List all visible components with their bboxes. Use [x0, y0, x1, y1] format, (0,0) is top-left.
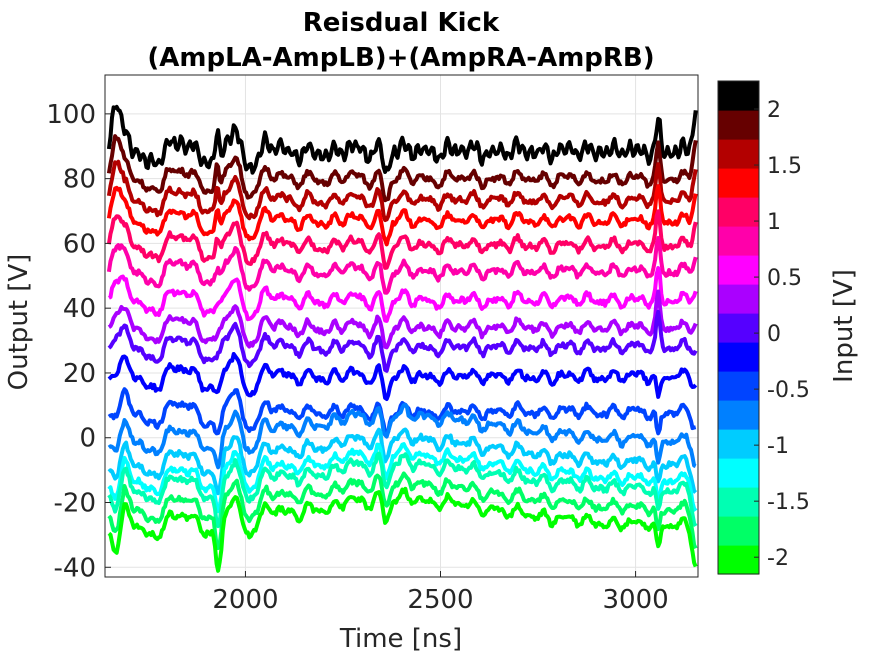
colorbar-segment: [718, 400, 759, 430]
colorbar-segment: [718, 255, 759, 285]
series-line-input-0: [107, 309, 698, 373]
colorbar-segment: [718, 226, 759, 256]
series-line-input--1.75: [107, 471, 698, 550]
colorbar-tick-label: 1.5: [767, 154, 802, 179]
colorbar-label: Input [V]: [829, 269, 859, 383]
x-tick-label: 2500: [407, 585, 473, 615]
series-line-input-1.25: [106, 184, 698, 247]
colorbar-tick-label: -1.5: [767, 490, 810, 515]
series-line-input-1: [106, 209, 698, 270]
colorbar-segment: [718, 458, 759, 488]
series-line-input--0.25: [107, 352, 698, 401]
series-line-input-1.75: [106, 134, 698, 203]
colorbar-tick-label: 0: [767, 322, 781, 347]
colorbar-segment: [718, 313, 759, 343]
colorbar-tick-label: 0.5: [767, 266, 802, 291]
x-tick-layer: 2000 2500 3000: [212, 571, 669, 615]
series-line-input-2: [106, 104, 698, 175]
colorbar: -2 -1.5 -1 -0.5 0 0.5 1 1.5 2: [717, 80, 810, 575]
series-line-input--1: [107, 427, 698, 496]
colorbar-segment: [718, 545, 759, 575]
colorbar-tick-label: -2: [767, 546, 789, 571]
colorbar-tick-label: -0.5: [767, 378, 810, 403]
colorbar-segment: [718, 284, 759, 314]
y-tick-label: 100: [46, 100, 96, 130]
y-tick-label: 80: [63, 165, 96, 195]
y-axis-label: Output [V]: [4, 254, 34, 391]
y-tick-label: 20: [63, 359, 96, 389]
grid-layer: [105, 75, 698, 577]
series-layer: [106, 104, 698, 573]
x-axis-label: Time [ns]: [339, 624, 462, 654]
colorbar-segment: [718, 168, 759, 198]
series-line-input--1.25: [107, 442, 698, 514]
colorbar-segment: [718, 110, 759, 140]
y-tick-label: -40: [54, 553, 96, 583]
colorbar-tick-label: 2: [767, 98, 781, 123]
colorbar-segment: [718, 429, 759, 459]
x-tick-label: 3000: [602, 585, 668, 615]
colorbar-segment: [718, 487, 759, 517]
y-tick-label: 0: [79, 424, 96, 454]
series-line-input--1.5: [107, 451, 698, 529]
colorbar-segment: [718, 516, 759, 546]
chart-subtitle: (AmpLA-AmpLB)+(AmpRA-AmpRB): [147, 43, 654, 73]
y-tick-layer: -40 -20 0 20 40 60 80 100: [46, 100, 111, 583]
series-line-input-0.75: [106, 236, 698, 295]
colorbar-segment: [718, 342, 759, 372]
colorbar-segment: [718, 139, 759, 169]
x-tick-label: 2000: [212, 585, 278, 615]
y-tick-label: 40: [63, 294, 96, 324]
chart-title: Reisdual Kick: [303, 8, 500, 38]
series-line-input-0.5: [107, 266, 698, 323]
series-line-input-0.25: [107, 289, 698, 350]
series-line-input--0.75: [107, 403, 697, 470]
series-line-input-1.5: [106, 159, 698, 223]
colorbar-tick-label: -1: [767, 434, 789, 459]
plot-frame: [104, 74, 699, 578]
colorbar-segment: [718, 81, 759, 111]
series-line-input--2: [107, 486, 698, 573]
colorbar-frame: [717, 80, 760, 575]
y-tick-label: 60: [63, 229, 96, 259]
y-tick-label: -20: [54, 489, 96, 519]
colorbar-segment: [718, 197, 759, 227]
colorbar-segment: [718, 371, 759, 401]
series-line-input--0.5: [107, 387, 697, 436]
colorbar-tick-label: 1: [767, 210, 781, 235]
